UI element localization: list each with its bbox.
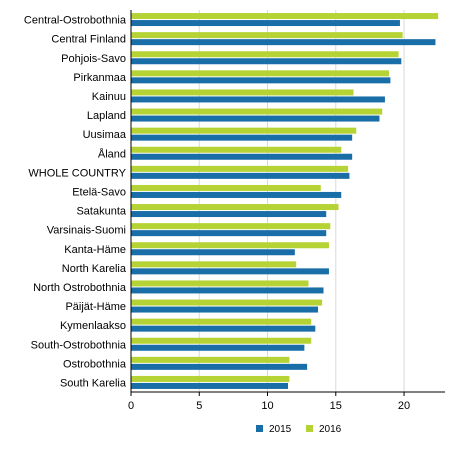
bar-2016 [131,89,354,96]
bar-2016 [131,32,403,39]
category-label: WHOLE COUNTRY [28,167,126,179]
bar-2016 [131,70,390,77]
bar-2015 [131,20,400,27]
bar-2016 [131,184,321,191]
grid-lines [198,10,405,392]
category-label: Etelä-Savo [72,186,126,198]
x-tick-label: 10 [261,400,273,412]
bar-2016 [131,204,339,211]
category-label: South Karelia [60,377,127,389]
x-tick-label: 5 [196,400,202,412]
bar-2016 [131,356,290,363]
legend-swatch-2016 [306,425,313,432]
bars [131,13,439,389]
bar-2015 [131,77,391,84]
legend-label-2016: 2016 [319,424,342,435]
category-label: Central Finland [51,34,126,46]
bar-2016 [131,318,312,325]
bar-2015 [131,363,308,370]
bar-2015 [131,134,353,141]
bar-2015 [131,344,305,351]
bar-2016 [131,13,439,20]
bar-2016 [131,223,331,230]
bar-2015 [131,382,288,389]
category-label: Pohjois-Savo [61,53,126,65]
x-tick-label: 15 [330,400,342,412]
legend-swatch-2015 [256,425,263,432]
bar-2015 [131,153,353,160]
bar-2015 [131,58,402,65]
category-label: Satakunta [76,206,126,218]
bar-2015 [131,191,342,198]
bar-2015 [131,249,295,256]
bar-2016 [131,280,309,287]
bar-2016 [131,146,342,153]
bar-2015 [131,287,324,294]
category-label: Åland [98,147,126,160]
category-label: Pirkanmaa [73,72,126,84]
category-label: Päijät-Häme [65,301,126,313]
bar-2015 [131,306,319,313]
legend: 2015 2016 [256,424,342,435]
category-label: Kainuu [92,91,126,103]
bar-2016 [131,51,399,58]
bar-2015 [131,96,385,103]
category-label: Ostrobothnia [63,358,127,370]
bar-2015 [131,211,327,218]
bar-2015 [131,172,350,179]
category-label: North Karelia [62,263,127,275]
bar-2016 [131,242,329,249]
x-axis: 0 5 10 15 20 [128,10,445,412]
x-tick-label: 0 [128,400,134,412]
bar-2015 [131,39,436,46]
bar-2015 [131,268,329,275]
category-label: Varsinais-Suomi [47,225,126,237]
legend-label-2015: 2015 [269,424,292,435]
category-labels: Central-Ostrobothnia Central Finland Pohjo… [24,15,127,390]
bar-2016 [131,165,349,172]
category-label: Lapland [87,110,126,122]
category-label: South-Ostrobothnia [31,339,127,351]
bar-2015 [131,115,380,122]
category-label: North Ostrobothnia [33,282,127,294]
bar-2016 [131,127,357,134]
bar-2016 [131,375,290,382]
category-label: Kanta-Häme [64,244,126,256]
bar-2016 [131,337,312,344]
category-label: Central-Ostrobothnia [24,15,127,27]
x-tick-label: 20 [398,400,410,412]
category-label: Uusimaa [83,129,127,141]
bar-2015 [131,230,327,237]
bar-2016 [131,261,297,268]
bar-2016 [131,108,383,115]
bar-2016 [131,299,323,306]
bar-2015 [131,325,316,332]
category-label: Kymenlaakso [60,320,126,332]
